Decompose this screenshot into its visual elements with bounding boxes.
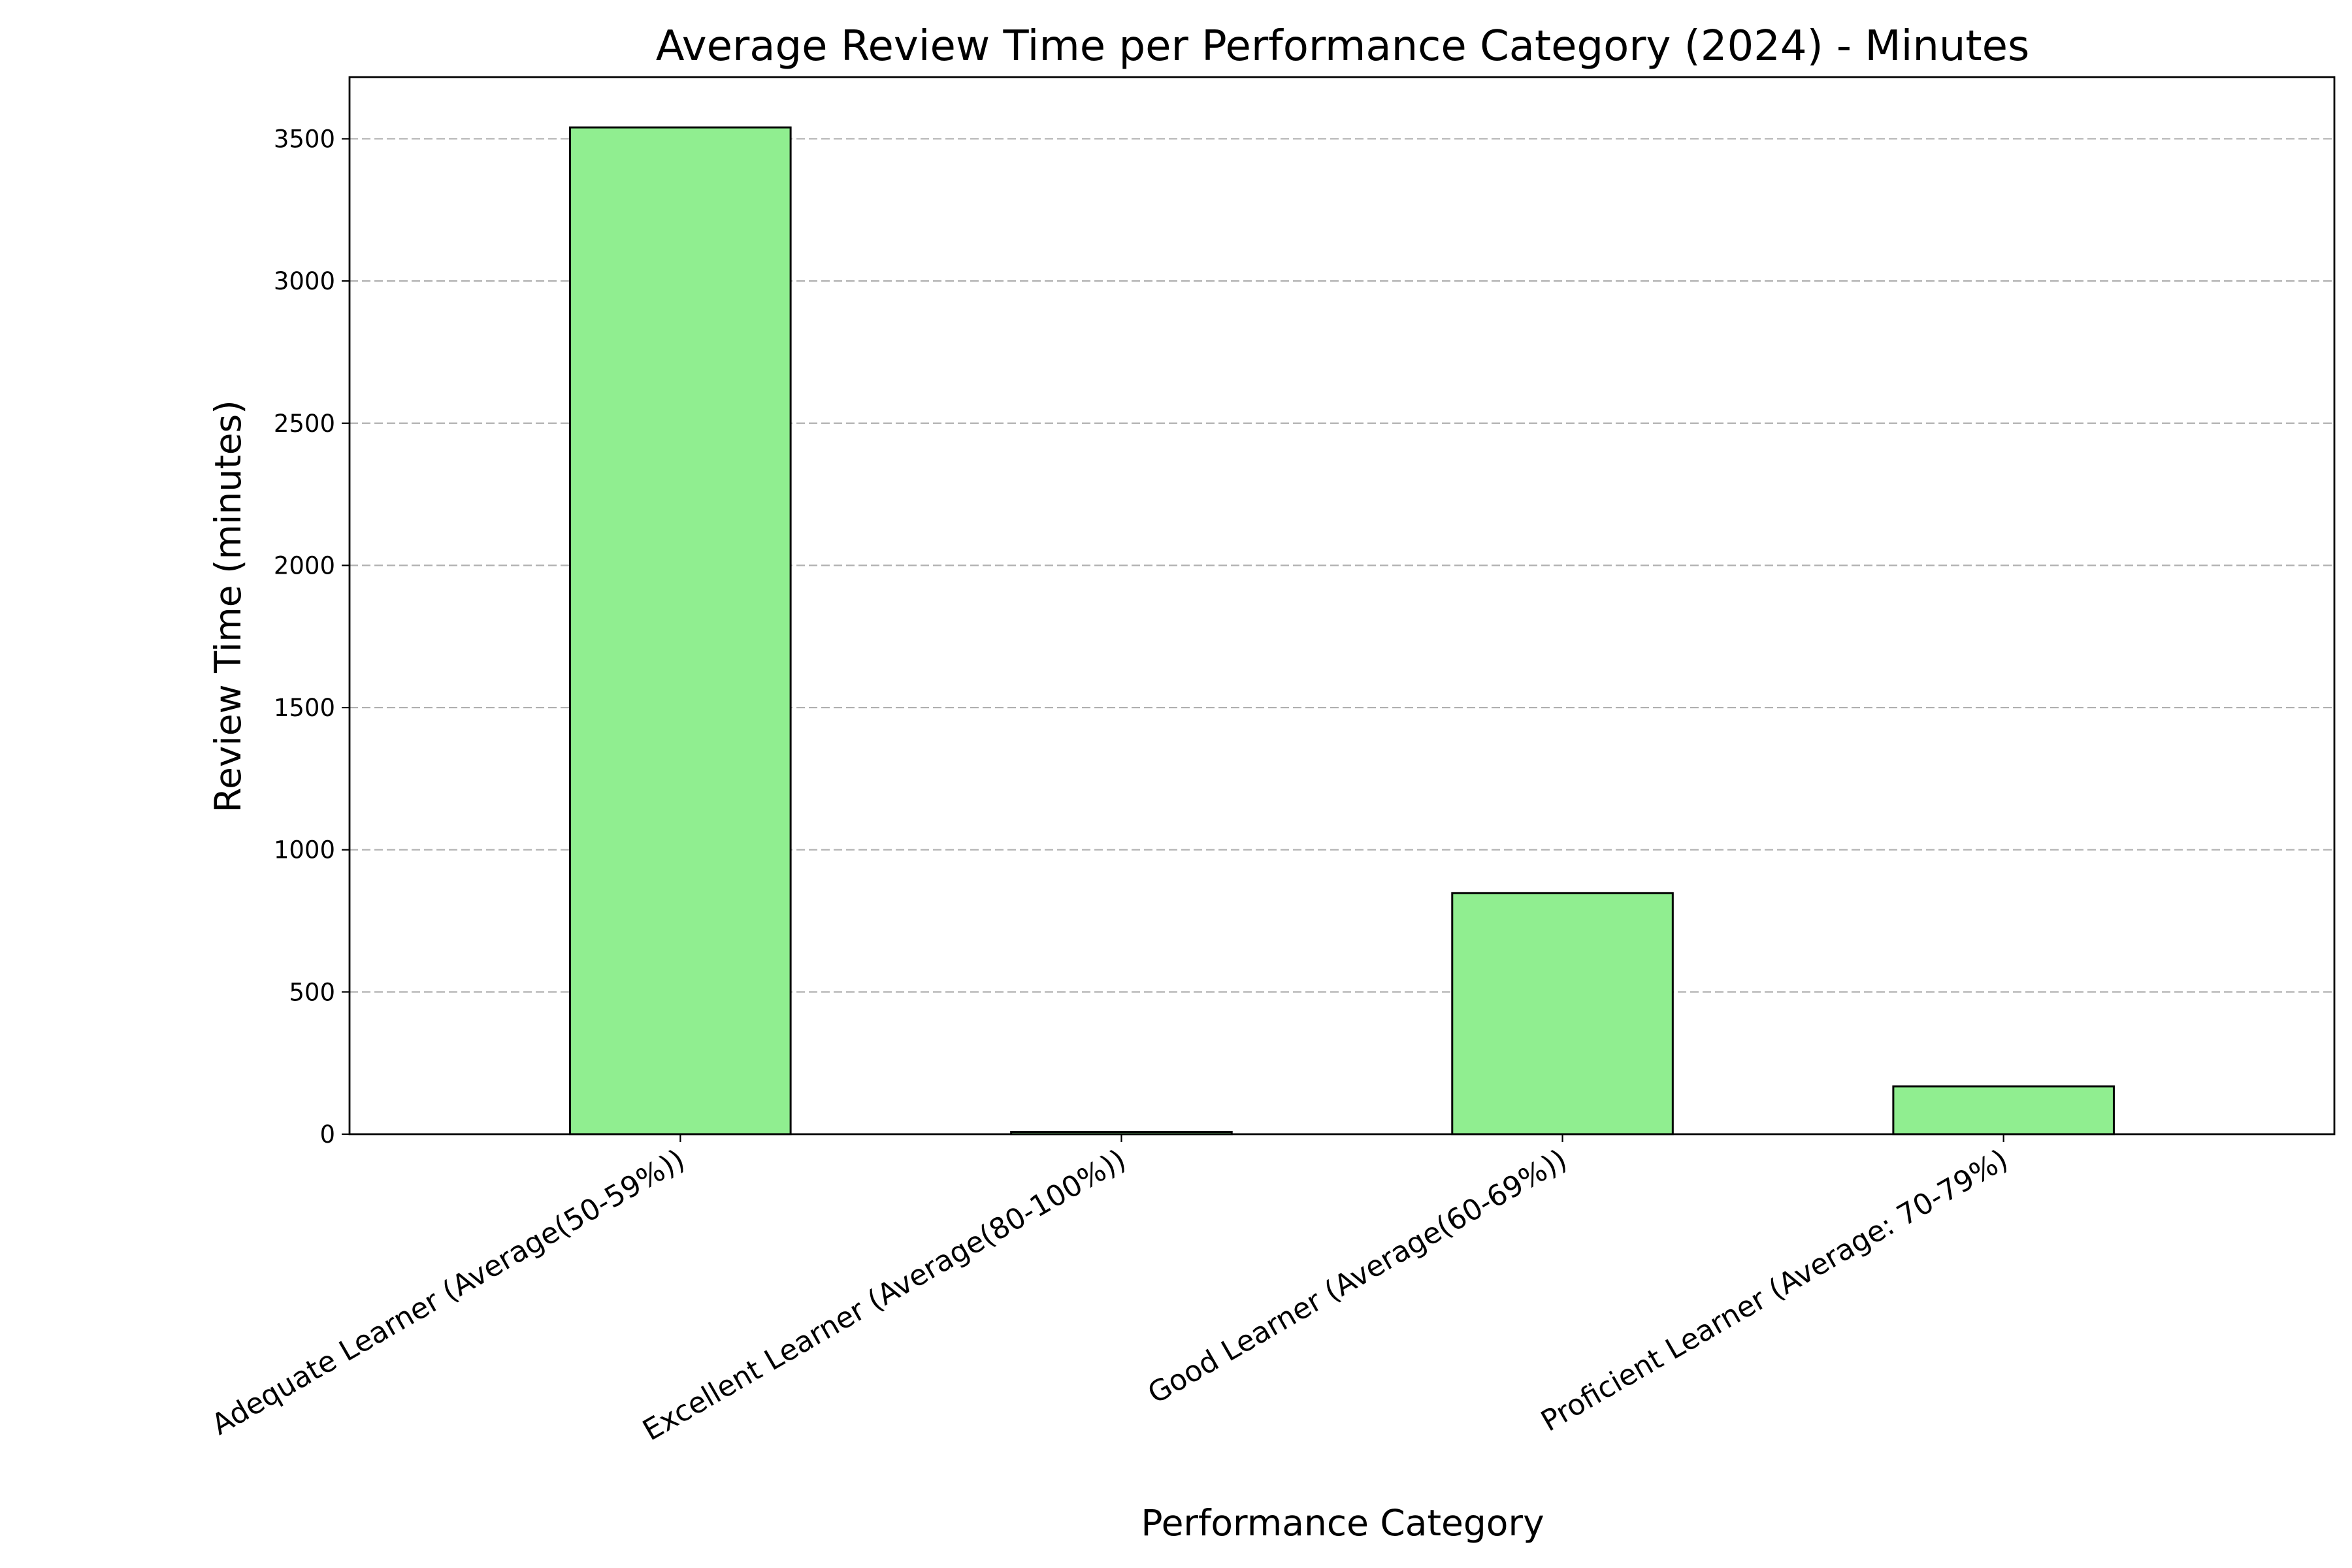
x-tick-label-1: Excellent Learner (Average(80-100%)) — [637, 1143, 1132, 1447]
y-tick-label-500: 500 — [289, 978, 335, 1006]
y-axis-title: Review Time (minutes) — [207, 400, 249, 812]
x-axis-title: Performance Category — [1141, 1502, 1544, 1544]
plot-frame — [348, 76, 2336, 1135]
y-ticks: 0 500 1000 1500 2000 2500 3000 3500 — [274, 125, 350, 1149]
x-tick-label-3: Proficient Learner (Average: 70-79%) — [1535, 1143, 2014, 1438]
y-tick-label-0: 0 — [319, 1120, 335, 1149]
x-ticks: Adequate Learner (Average(50-59%))Excell… — [206, 1134, 2014, 1448]
y-tick-label-2000: 2000 — [274, 551, 335, 580]
bar-2 — [1451, 892, 1674, 1135]
chart-title: Average Review Time per Performance Cate… — [656, 22, 2030, 71]
y-tick-label-1500: 1500 — [274, 694, 335, 722]
y-tick-label-3000: 3000 — [274, 267, 335, 295]
y-tick-label-3500: 3500 — [274, 125, 335, 153]
bars — [569, 126, 2115, 1135]
x-tick-label-0: Adequate Learner (Average(50-59%)) — [206, 1143, 691, 1441]
y-tick-label-2500: 2500 — [274, 410, 335, 438]
axes — [348, 76, 2336, 1135]
bar-3 — [1892, 1085, 2115, 1135]
bar-0 — [569, 126, 792, 1135]
x-tick-label-2: Good Learner (Average(60-69%)) — [1143, 1143, 1573, 1411]
y-tick-label-1000: 1000 — [274, 836, 335, 864]
